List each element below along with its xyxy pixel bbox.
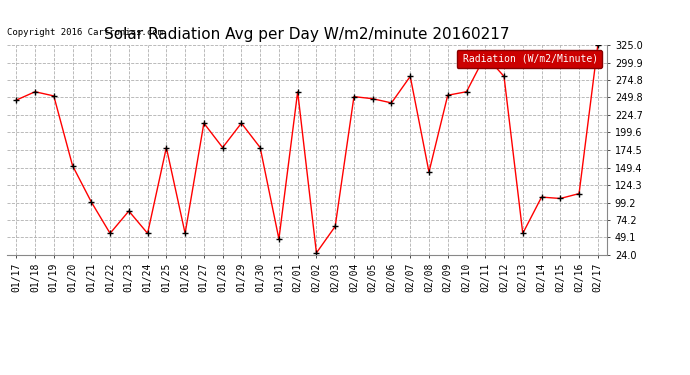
Text: Copyright 2016 Cartronics.com: Copyright 2016 Cartronics.com <box>7 28 163 37</box>
Title: Solar Radiation Avg per Day W/m2/minute 20160217: Solar Radiation Avg per Day W/m2/minute … <box>104 27 510 42</box>
Legend: Radiation (W/m2/Minute): Radiation (W/m2/Minute) <box>457 50 602 68</box>
